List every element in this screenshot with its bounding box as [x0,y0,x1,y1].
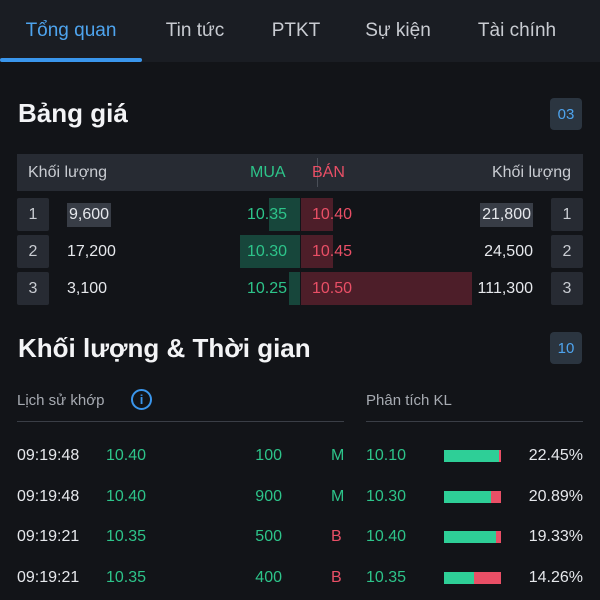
tab-news[interactable]: Tin tức [165,20,225,41]
trade-row: 09:19:21 10.35 400 B 10.35 14.26% [0,558,600,598]
buy-header: MUA [250,164,286,181]
bid-depth-bar [240,235,300,268]
bid-volume: 17,200 [67,243,116,260]
ask-price[interactable]: 10.40 [312,206,353,223]
analysis-percent: 14.26% [528,568,583,586]
trade-volume: 400 [255,568,282,586]
order-book-header: Khối lượng MUA BÁN Khối lượng [17,154,583,191]
trade-side: M [331,447,345,464]
analysis-bar-sell [499,450,501,462]
row-index-right: 1 [551,198,583,231]
analysis-bar-buy [444,490,491,503]
ask-volume: 111,300 [477,280,533,297]
analysis-price: 10.10 [366,447,407,464]
analysis-percent: 19.33% [528,528,583,545]
trade-price: 10.35 [106,528,147,545]
analysis-percent: 20.89% [528,487,583,505]
bid-volume-header: Khối lượng [28,164,108,181]
bid-depth-bar [289,272,300,305]
analysis-bar [444,531,501,543]
volume-analysis-label: Phân tích KL [366,392,452,409]
order-book-row[interactable]: 2 17,200 10.30 10.45 24,500 2 [17,235,583,268]
tab-events[interactable]: Sự kiện [365,20,431,41]
tab-overview[interactable]: Tổng quan [25,20,117,41]
analysis-divider [366,421,583,422]
tab-technical-analysis[interactable]: PTKT [271,20,321,41]
trade-side: M [331,487,345,505]
tab-financials[interactable]: Tài chính [477,20,557,41]
ask-volume-header: Khối lượng [491,164,571,181]
analysis-bar-buy [444,531,496,543]
price-board-title: Bảng giá [18,98,128,128]
time-sales-level-button[interactable]: 10 [550,332,582,364]
analysis-bar-sell [474,571,501,584]
history-divider [17,421,344,422]
row-index: 1 [17,198,49,231]
analysis-bar-buy [444,571,474,584]
trade-row: 09:19:21 10.35 500 B 10.40 19.33% [0,517,600,557]
row-index: 3 [17,272,49,305]
info-icon[interactable]: i [131,389,152,410]
header-divider [317,158,318,187]
bid-price[interactable]: 10.25 [246,280,287,297]
analysis-bar [444,490,501,503]
trade-price: 10.35 [106,568,147,586]
analysis-bar-sell [496,531,501,543]
trade-row: 09:19:48 10.40 900 M 10.30 20.89% [0,477,600,517]
price-board-level-button[interactable]: 03 [550,98,582,130]
bid-depth-bar [269,198,300,231]
analysis-percent: 22.45% [528,447,583,464]
trade-side: B [331,528,342,545]
ask-price[interactable]: 10.50 [312,280,353,297]
trade-time: 09:19:21 [17,528,80,545]
ask-price[interactable]: 10.45 [312,243,353,260]
trade-time: 09:19:21 [17,568,80,586]
analysis-price: 10.35 [366,568,407,586]
trade-price: 10.40 [106,447,147,464]
trade-volume: 500 [255,528,282,545]
analysis-bar-buy [444,450,499,462]
sell-header: BÁN [312,164,345,181]
analysis-bar [444,571,501,584]
analysis-price: 10.30 [366,487,407,505]
analysis-price: 10.40 [366,528,407,545]
ask-depth-bar [301,272,472,305]
order-book-row[interactable]: 1 9,600 10.35 10.40 21,800 1 [17,198,583,231]
analysis-bar-sell [491,490,501,503]
row-index-right: 2 [551,235,583,268]
trade-side: B [331,568,342,586]
ask-volume: 21,800 [480,203,533,227]
trade-time: 09:19:48 [17,447,80,464]
ask-depth-bar [301,198,333,231]
trade-volume: 100 [255,447,282,464]
match-history-label: Lịch sử khớp [17,392,105,409]
trade-price: 10.40 [106,487,147,505]
order-book-row[interactable]: 3 3,100 10.25 10.50 111,300 3 [17,272,583,305]
ask-depth-bar [301,235,333,268]
time-sales-title: Khối lượng & Thời gian [18,333,311,363]
ask-volume: 24,500 [484,243,533,260]
bid-volume: 9,600 [67,203,112,227]
bid-price[interactable]: 10.30 [246,243,287,260]
trade-time: 09:19:48 [17,487,80,505]
bid-volume: 3,100 [67,280,108,297]
analysis-bar [444,450,501,462]
trade-volume: 900 [255,487,282,505]
tab-bar: Tổng quan Tin tức PTKT Sự kiện Tài chính [0,0,600,62]
row-index-right: 3 [551,272,583,305]
active-tab-indicator [0,58,142,62]
row-index: 2 [17,235,49,268]
bid-price[interactable]: 10.35 [246,206,287,223]
trade-row: 09:19:48 10.40 100 M 10.10 22.45% [0,436,600,476]
